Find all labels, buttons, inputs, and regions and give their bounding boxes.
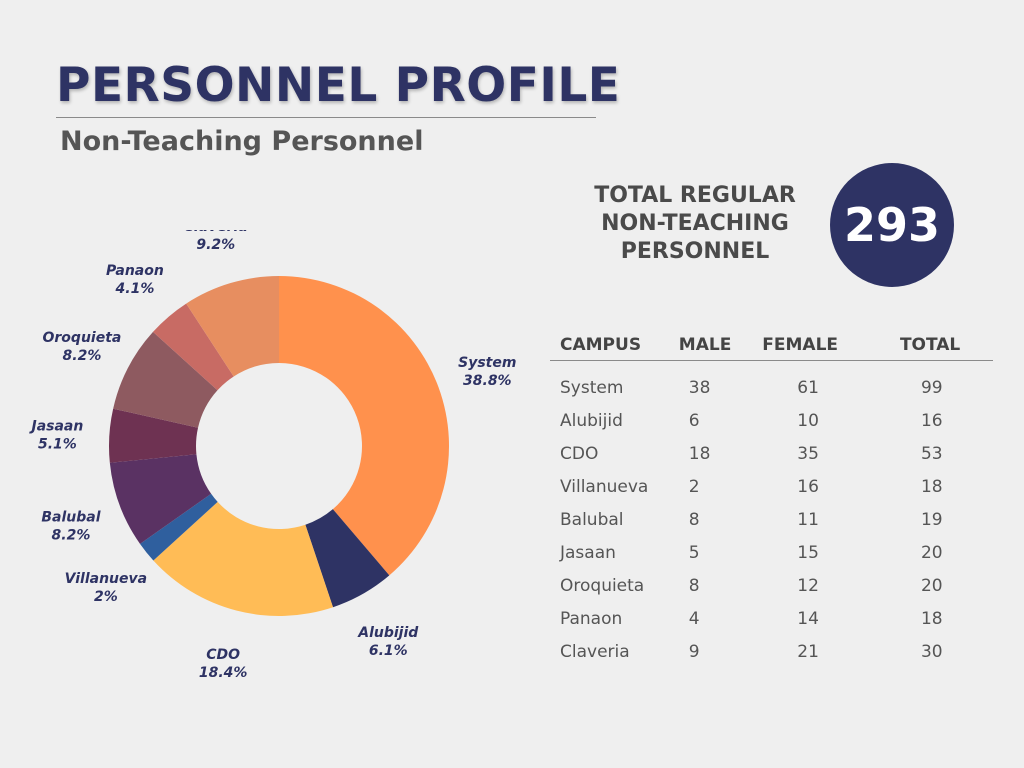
total-cell: 20 <box>920 575 943 596</box>
slice-label-oroquieta: Oroquieta 8.2% <box>43 330 122 364</box>
female-cell: 16 <box>797 476 819 497</box>
total-cell: 19 <box>920 509 943 530</box>
campus-cell: Oroquieta <box>560 575 645 596</box>
page-title: PERSONNEL PROFILE <box>56 58 621 113</box>
male-cell: 8 <box>688 509 700 530</box>
table-row: CDO 18 35 53 <box>550 437 993 470</box>
table-row: Villanueva 2 16 18 <box>550 470 993 503</box>
total-cell: 53 <box>920 443 943 464</box>
campus-cell: Alubijid <box>560 410 623 431</box>
column-header-campus: CAMPUS <box>550 330 671 361</box>
slice-label-panaon: Panaon 4.1% <box>106 263 164 297</box>
male-cell: 38 <box>688 377 711 398</box>
total-value: 293 <box>843 198 941 252</box>
female-cell: 35 <box>797 443 819 464</box>
total-label-line-2: NON-TEACHING <box>601 211 789 236</box>
total-label: TOTAL REGULAR NON-TEACHING PERSONNEL <box>584 182 806 266</box>
total-cell: 16 <box>920 410 943 431</box>
campus-cell: Claveria <box>560 641 630 662</box>
total-cell: 30 <box>920 641 943 662</box>
male-cell: 2 <box>688 476 700 497</box>
campus-cell: Jasaan <box>560 542 616 563</box>
male-cell: 8 <box>688 575 700 596</box>
total-cell: 20 <box>920 542 943 563</box>
table-row: Jasaan 5 15 20 <box>550 536 993 569</box>
column-header-male: MALE <box>670 330 763 361</box>
campus-table: CAMPUS MALE FEMALE TOTAL System 38 61 99… <box>550 330 993 668</box>
female-cell: 12 <box>797 575 819 596</box>
slice-label-villanueva: Villanueva 2% <box>65 571 147 605</box>
total-badge: 293 <box>830 163 954 287</box>
total-cell: 18 <box>920 608 943 629</box>
campus-cell: CDO <box>560 443 599 464</box>
female-cell: 10 <box>797 410 819 431</box>
donut-slice-jasaan <box>109 408 199 463</box>
donut-chart: System 38.8% Alubijid 6.1% CDO 18.4% Villanuev… <box>28 230 516 681</box>
table-row: Panaon 4 14 18 <box>550 602 993 635</box>
total-label-line-3: PERSONNEL <box>620 239 770 264</box>
campus-cell: Balubal <box>560 509 624 530</box>
campus-cell: System <box>560 377 624 398</box>
female-cell: 15 <box>797 542 819 563</box>
donut-slice-claveria <box>186 276 279 377</box>
table-row: System 38 61 99 <box>550 361 993 405</box>
male-cell: 5 <box>688 542 700 563</box>
campus-cell: Panaon <box>560 608 623 629</box>
male-cell: 18 <box>688 443 711 464</box>
column-header-total: TOTAL <box>876 330 993 361</box>
slice-label-balubal: Balubal 8.2% <box>41 509 100 543</box>
female-cell: 21 <box>797 641 819 662</box>
donut-slice-balubal <box>109 454 212 544</box>
campus-cell: Villanueva <box>560 476 649 497</box>
slice-label-jasaan: Jasaan 5.1% <box>28 418 83 452</box>
total-label-line-1: TOTAL REGULAR <box>594 183 796 208</box>
slice-label-cdo: CDO 18.4% <box>199 647 248 681</box>
donut-slice-oroquieta <box>113 331 218 428</box>
male-cell: 9 <box>688 641 700 662</box>
table-row: Alubijid 6 10 16 <box>550 404 993 437</box>
donut-slice-cdo <box>153 501 334 616</box>
total-cell: 18 <box>920 476 943 497</box>
total-cell: 99 <box>920 377 943 398</box>
table-row: Claveria 9 21 30 <box>550 635 993 668</box>
column-header-female: FEMALE <box>762 330 877 361</box>
slice-label-system: System 38.8% <box>458 355 516 389</box>
table-header-row: CAMPUS MALE FEMALE TOTAL <box>550 330 993 361</box>
donut-slice-system <box>279 276 450 576</box>
male-cell: 4 <box>688 608 700 629</box>
male-cell: 6 <box>688 410 700 431</box>
page-subtitle: Non-Teaching Personnel <box>60 126 424 157</box>
table-row: Oroquieta 8 12 20 <box>550 569 993 602</box>
female-cell: 61 <box>797 377 819 398</box>
donut-slice-alubijid <box>305 509 390 608</box>
female-cell: 11 <box>797 509 819 530</box>
table-row: Balubal 8 11 19 <box>550 503 993 536</box>
title-divider <box>56 117 596 118</box>
female-cell: 14 <box>797 608 819 629</box>
slice-label-alubijid: Alubijid 6.1% <box>357 625 419 659</box>
donut-slice-panaon <box>152 303 234 391</box>
donut-slice-villanueva <box>140 493 218 561</box>
